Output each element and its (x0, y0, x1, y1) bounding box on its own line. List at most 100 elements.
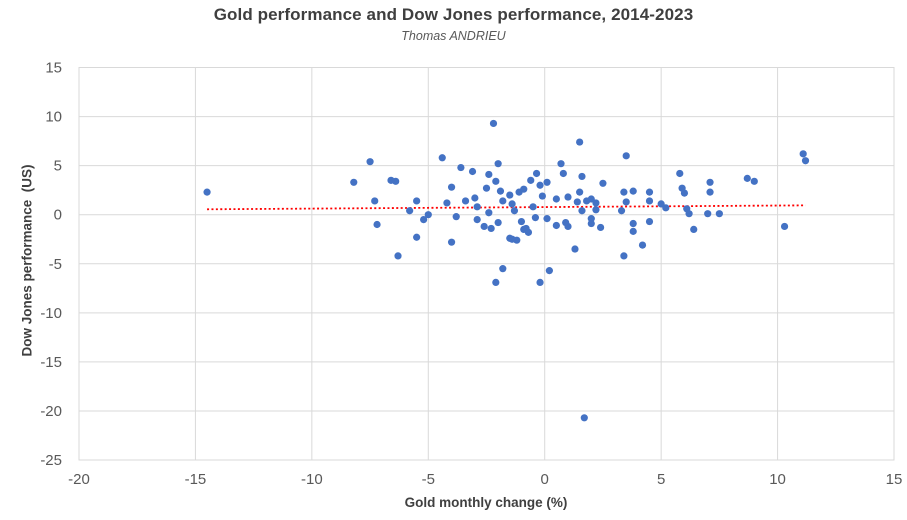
x-axis-title: Gold monthly change (%) (404, 495, 568, 510)
data-point (597, 223, 605, 232)
data-point (592, 206, 600, 214)
x-tick-label: -15 (185, 471, 207, 488)
y-tick-label: 5 (54, 158, 62, 175)
data-point (452, 213, 460, 221)
y-tick-label: -10 (40, 305, 62, 322)
y-tick-label: -15 (40, 354, 62, 371)
data-point (447, 183, 456, 191)
data-point (482, 184, 491, 192)
data-point (536, 181, 544, 189)
data-point (527, 176, 535, 184)
data-point (662, 204, 670, 212)
data-point (492, 177, 500, 185)
data-point (552, 195, 560, 203)
data-point (543, 215, 551, 223)
data-point (629, 219, 637, 228)
x-tick-label: -5 (422, 471, 435, 488)
data-point (538, 192, 546, 200)
data-point (622, 152, 630, 160)
data-point (517, 217, 526, 226)
data-point (645, 188, 654, 196)
data-point (513, 236, 521, 244)
data-point (485, 209, 493, 217)
data-point (580, 414, 588, 422)
data-point (706, 178, 714, 186)
data-point (587, 219, 595, 228)
data-point (499, 197, 507, 205)
data-point (680, 189, 689, 197)
data-point (373, 220, 381, 229)
data-point (599, 179, 607, 187)
data-point (520, 185, 528, 193)
data-point (532, 169, 541, 178)
data-point (203, 188, 211, 196)
y-tick-label: 10 (45, 109, 62, 126)
data-point (645, 217, 654, 226)
y-tick-label: -20 (40, 403, 62, 420)
data-point (622, 198, 630, 206)
data-point (473, 203, 481, 211)
data-point (573, 198, 581, 206)
y-tick-label: -5 (49, 256, 62, 273)
data-point (629, 227, 637, 235)
data-point (508, 200, 516, 208)
data-point (531, 214, 540, 222)
data-point (350, 178, 358, 186)
data-point (799, 150, 807, 158)
data-point (801, 157, 810, 165)
y-tick-label: 0 (54, 207, 62, 224)
data-point (743, 174, 751, 182)
data-point (487, 224, 495, 233)
data-point (685, 210, 693, 218)
data-point (494, 160, 502, 168)
data-point (485, 170, 493, 179)
data-point (473, 215, 481, 224)
data-point (406, 207, 414, 215)
data-point (578, 207, 586, 215)
data-point (557, 160, 565, 168)
data-point (543, 178, 551, 186)
data-point (620, 252, 628, 260)
data-point (366, 158, 374, 166)
data-point (394, 252, 402, 260)
data-point (564, 193, 572, 201)
data-point (576, 188, 584, 196)
data-point (617, 207, 626, 215)
data-point (392, 177, 400, 185)
trendline (207, 204, 806, 211)
data-point (424, 211, 432, 219)
data-point (578, 172, 586, 181)
data-point (438, 154, 446, 162)
data-point (492, 278, 500, 286)
data-point (510, 207, 519, 215)
data-point (536, 278, 544, 286)
data-point (471, 194, 479, 202)
x-tick-label: -20 (68, 471, 90, 488)
x-tick-label: 5 (657, 471, 665, 488)
y-tick-label: -25 (40, 452, 62, 469)
data-point (571, 245, 579, 253)
data-point (506, 191, 514, 199)
data-point (468, 167, 477, 176)
data-point (524, 228, 533, 236)
data-point (413, 197, 421, 205)
data-point (529, 203, 537, 211)
data-point (559, 169, 567, 178)
y-axis-title: Dow Jones performance (US) (19, 164, 35, 357)
data-point (420, 215, 428, 224)
data-point (704, 210, 712, 218)
data-point (499, 265, 507, 273)
data-point (592, 199, 600, 207)
data-point (461, 197, 470, 205)
data-point (620, 188, 628, 196)
x-tick-label: 15 (886, 471, 903, 488)
data-point (371, 197, 379, 205)
data-point (457, 163, 465, 172)
data-point (645, 197, 654, 205)
data-point (480, 222, 488, 231)
chart-title: Gold performance and Dow Jones performan… (213, 5, 694, 24)
x-tick-label: 0 (541, 471, 549, 488)
data-point (447, 238, 456, 246)
